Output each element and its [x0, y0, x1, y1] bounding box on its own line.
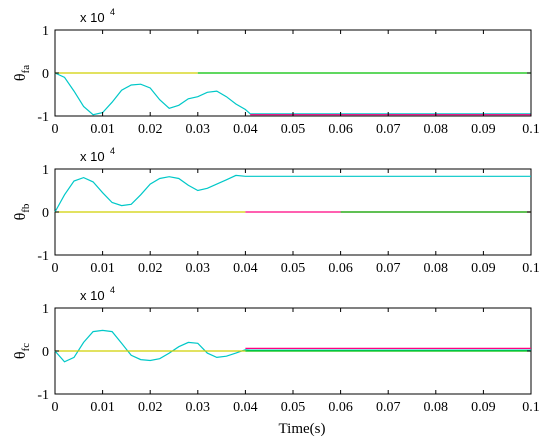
y-tick-label: 0: [42, 206, 49, 221]
x-tick-label: 0.01: [90, 122, 115, 137]
x-tick-label: 0.04: [233, 400, 258, 415]
x-tick-label: 0.06: [328, 122, 353, 137]
x-tick-label: 0.06: [328, 400, 353, 415]
x-tick-label: 0.08: [424, 400, 449, 415]
y-tick-label: 1: [42, 24, 49, 39]
x-tick-label: 0.07: [376, 400, 401, 415]
y-axis-label: θfb: [12, 203, 32, 220]
y-exponent-label: x 10: [80, 10, 105, 25]
y-tick-label: -1: [37, 110, 49, 125]
x-tick-label: 0.09: [471, 261, 496, 276]
x-tick-label: 0.05: [281, 400, 306, 415]
x-tick-label: 0.07: [376, 122, 401, 137]
x-tick-label: 0.07: [376, 261, 401, 276]
y-tick-label: 1: [42, 302, 49, 317]
x-tick-label: 0.05: [281, 122, 306, 137]
subplot-2: 0 0.01 0.02 0.03 0.04 0.05 0.06 0.07 0.08 0.09 0.1…: [12, 146, 540, 276]
x-tick-label: 0.03: [186, 122, 211, 137]
x-tick-label: 0: [52, 400, 59, 415]
y-exponent-label: x 10: [80, 288, 105, 303]
x-tick-label: 0.1: [522, 122, 540, 137]
y-tick-label: 1: [42, 163, 49, 178]
subplot-1: 0 0.01 0.02 0.03 0.04 0.05 0.06 0.07 0.08 0.09 0.1…: [12, 7, 540, 137]
x-tick-label: 0.1: [522, 261, 540, 276]
x-tick-label: 0.08: [424, 261, 449, 276]
x-tick-label: 0.02: [138, 261, 163, 276]
x-tick-label: 0.09: [471, 400, 496, 415]
y-exponent-power: 4: [110, 146, 115, 156]
x-tick-label: 0.04: [233, 122, 258, 137]
x-tick-label: 0.01: [90, 261, 115, 276]
series-line-1: [54, 329, 531, 363]
y-exponent-power: 4: [110, 7, 115, 17]
y-axis-label: θfc: [12, 343, 32, 359]
y-tick-label: -1: [37, 249, 49, 264]
x-axis-label: Time(s): [279, 421, 326, 437]
x-tick-label: 0.02: [138, 400, 163, 415]
x-tick-label: 0.01: [90, 400, 115, 415]
y-axis-label: θfa: [12, 65, 32, 81]
y-tick-label: 0: [42, 345, 49, 360]
y-tick-label: -1: [37, 388, 49, 403]
x-tick-label: 0.08: [424, 122, 449, 137]
x-tick-label: 0.02: [138, 122, 163, 137]
x-tick-label: 0.03: [186, 400, 211, 415]
x-tick-label: 0.06: [328, 261, 353, 276]
x-tick-label: 0.03: [186, 261, 211, 276]
x-tick-label: 0.04: [233, 261, 258, 276]
series-line-1: [54, 174, 531, 213]
series-line-1: [54, 72, 531, 116]
subplot-3: 0 0.01 0.02 0.03 0.04 0.05 0.06 0.07 0.08 0.09 0.1…: [12, 285, 540, 415]
x-tick-label: 0.05: [281, 261, 306, 276]
y-exponent-power: 4: [110, 285, 115, 295]
x-tick-label: 0: [52, 261, 59, 276]
y-tick-label: 0: [42, 67, 49, 82]
x-tick-label: 0.1: [522, 400, 540, 415]
x-tick-label: 0.09: [471, 122, 496, 137]
y-exponent-label: x 10: [80, 149, 105, 164]
x-tick-label: 0: [52, 122, 59, 137]
